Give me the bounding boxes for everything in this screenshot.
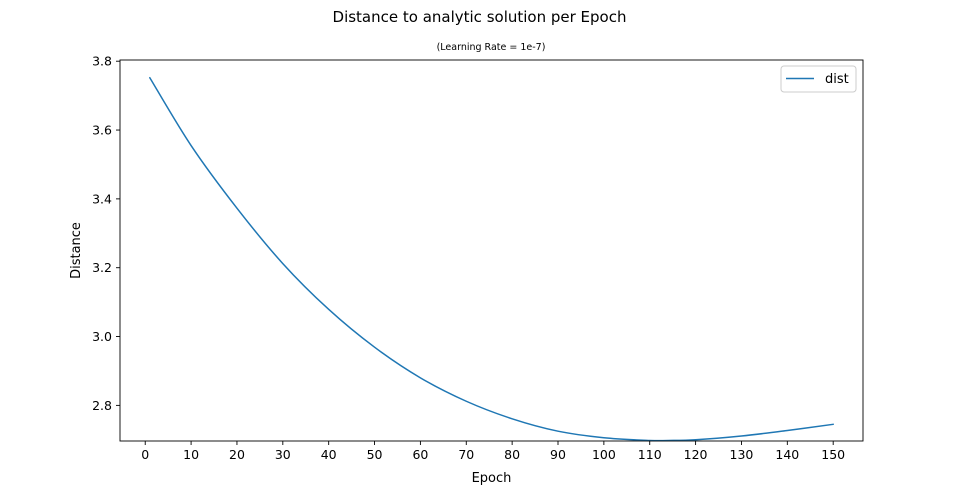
legend: dist bbox=[780, 65, 857, 93]
x-tick-label: 60 bbox=[412, 447, 428, 462]
x-axis-label: Epoch bbox=[472, 471, 512, 486]
x-tick-label: 40 bbox=[321, 447, 337, 462]
y-axis-ticks: 2.8 3.0 3.2 3.4 3.6 3.8 bbox=[92, 54, 120, 413]
series-line-dist bbox=[149, 76, 834, 442]
x-tick-label: 140 bbox=[775, 447, 799, 462]
y-tick-label: 3.0 bbox=[92, 329, 112, 344]
plot-frame bbox=[119, 59, 864, 442]
chart-subtitle: (Learning Rate = 1e-7) bbox=[437, 42, 546, 53]
x-tick-label: 50 bbox=[367, 447, 383, 462]
y-tick-label: 3.2 bbox=[92, 260, 112, 275]
y-tick-label: 3.4 bbox=[92, 191, 112, 206]
x-tick-label: 90 bbox=[550, 447, 566, 462]
legend-label-dist: dist bbox=[825, 72, 849, 87]
x-tick-label: 120 bbox=[684, 447, 708, 462]
x-tick-label: 130 bbox=[730, 447, 754, 462]
x-tick-label: 70 bbox=[458, 447, 474, 462]
x-tick-label: 20 bbox=[229, 447, 245, 462]
y-tick-label: 2.8 bbox=[92, 398, 112, 413]
legend-box bbox=[780, 65, 857, 93]
x-tick-label: 100 bbox=[592, 447, 616, 462]
x-tick-label: 30 bbox=[275, 447, 291, 462]
chart-title: Distance to analytic solution per Epoch bbox=[333, 8, 627, 26]
y-axis-label: Distance bbox=[69, 222, 84, 279]
plot-area bbox=[120, 60, 863, 441]
x-tick-label: 10 bbox=[183, 447, 199, 462]
x-tick-label: 0 bbox=[141, 447, 149, 462]
x-tick-label: 80 bbox=[504, 447, 520, 462]
x-tick-label: 110 bbox=[638, 447, 662, 462]
x-axis-ticks: 0 10 20 30 40 50 60 70 80 90 100 110 120 130 140 150 bbox=[141, 441, 845, 462]
x-tick-label: 150 bbox=[821, 447, 845, 462]
y-tick-label: 3.8 bbox=[92, 54, 112, 69]
y-tick-label: 3.6 bbox=[92, 123, 112, 138]
